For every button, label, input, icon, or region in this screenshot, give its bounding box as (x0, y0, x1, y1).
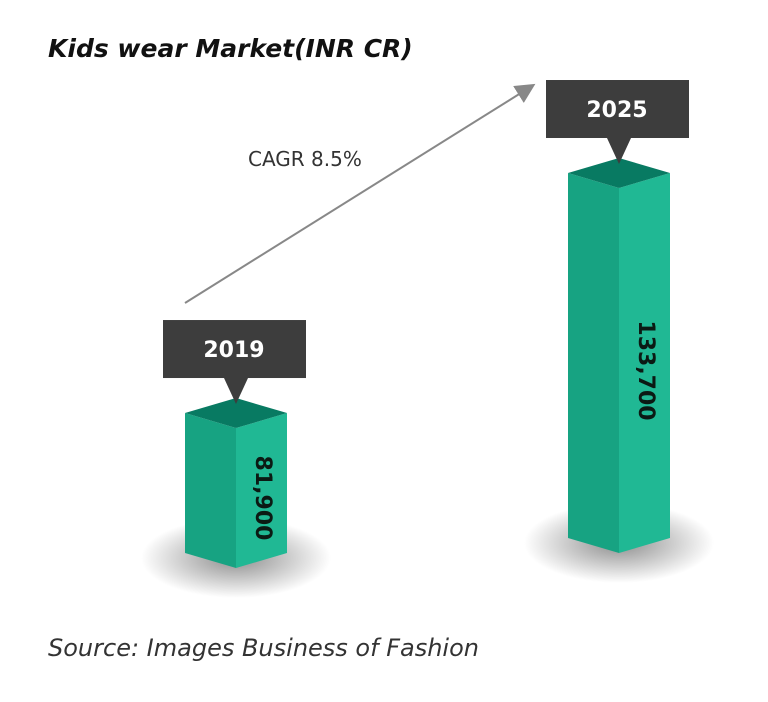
label-pointer (224, 378, 248, 405)
category-label: 2025 (586, 98, 647, 123)
bar-right-face (619, 173, 670, 553)
category-label: 2019 (203, 338, 264, 363)
cagr-arrow (184, 83, 536, 304)
bar-top-face (568, 158, 670, 189)
bar-right-face (236, 413, 287, 568)
chart-title: Kids wear Market(INR CR) (48, 34, 413, 63)
bar-top-face (185, 398, 287, 429)
source-note: Source: Images Business of Fashion (48, 634, 479, 662)
bar-left-face (568, 173, 619, 553)
bar-value-label: 133,700 (633, 320, 658, 420)
bar-left-face (185, 413, 236, 568)
cagr-annotation: CAGR 8.5% (248, 147, 362, 171)
label-pointer (607, 138, 631, 165)
category-label-box (546, 80, 689, 139)
category-label-box (163, 320, 306, 379)
bar-value-label: 81,900 (250, 456, 275, 541)
